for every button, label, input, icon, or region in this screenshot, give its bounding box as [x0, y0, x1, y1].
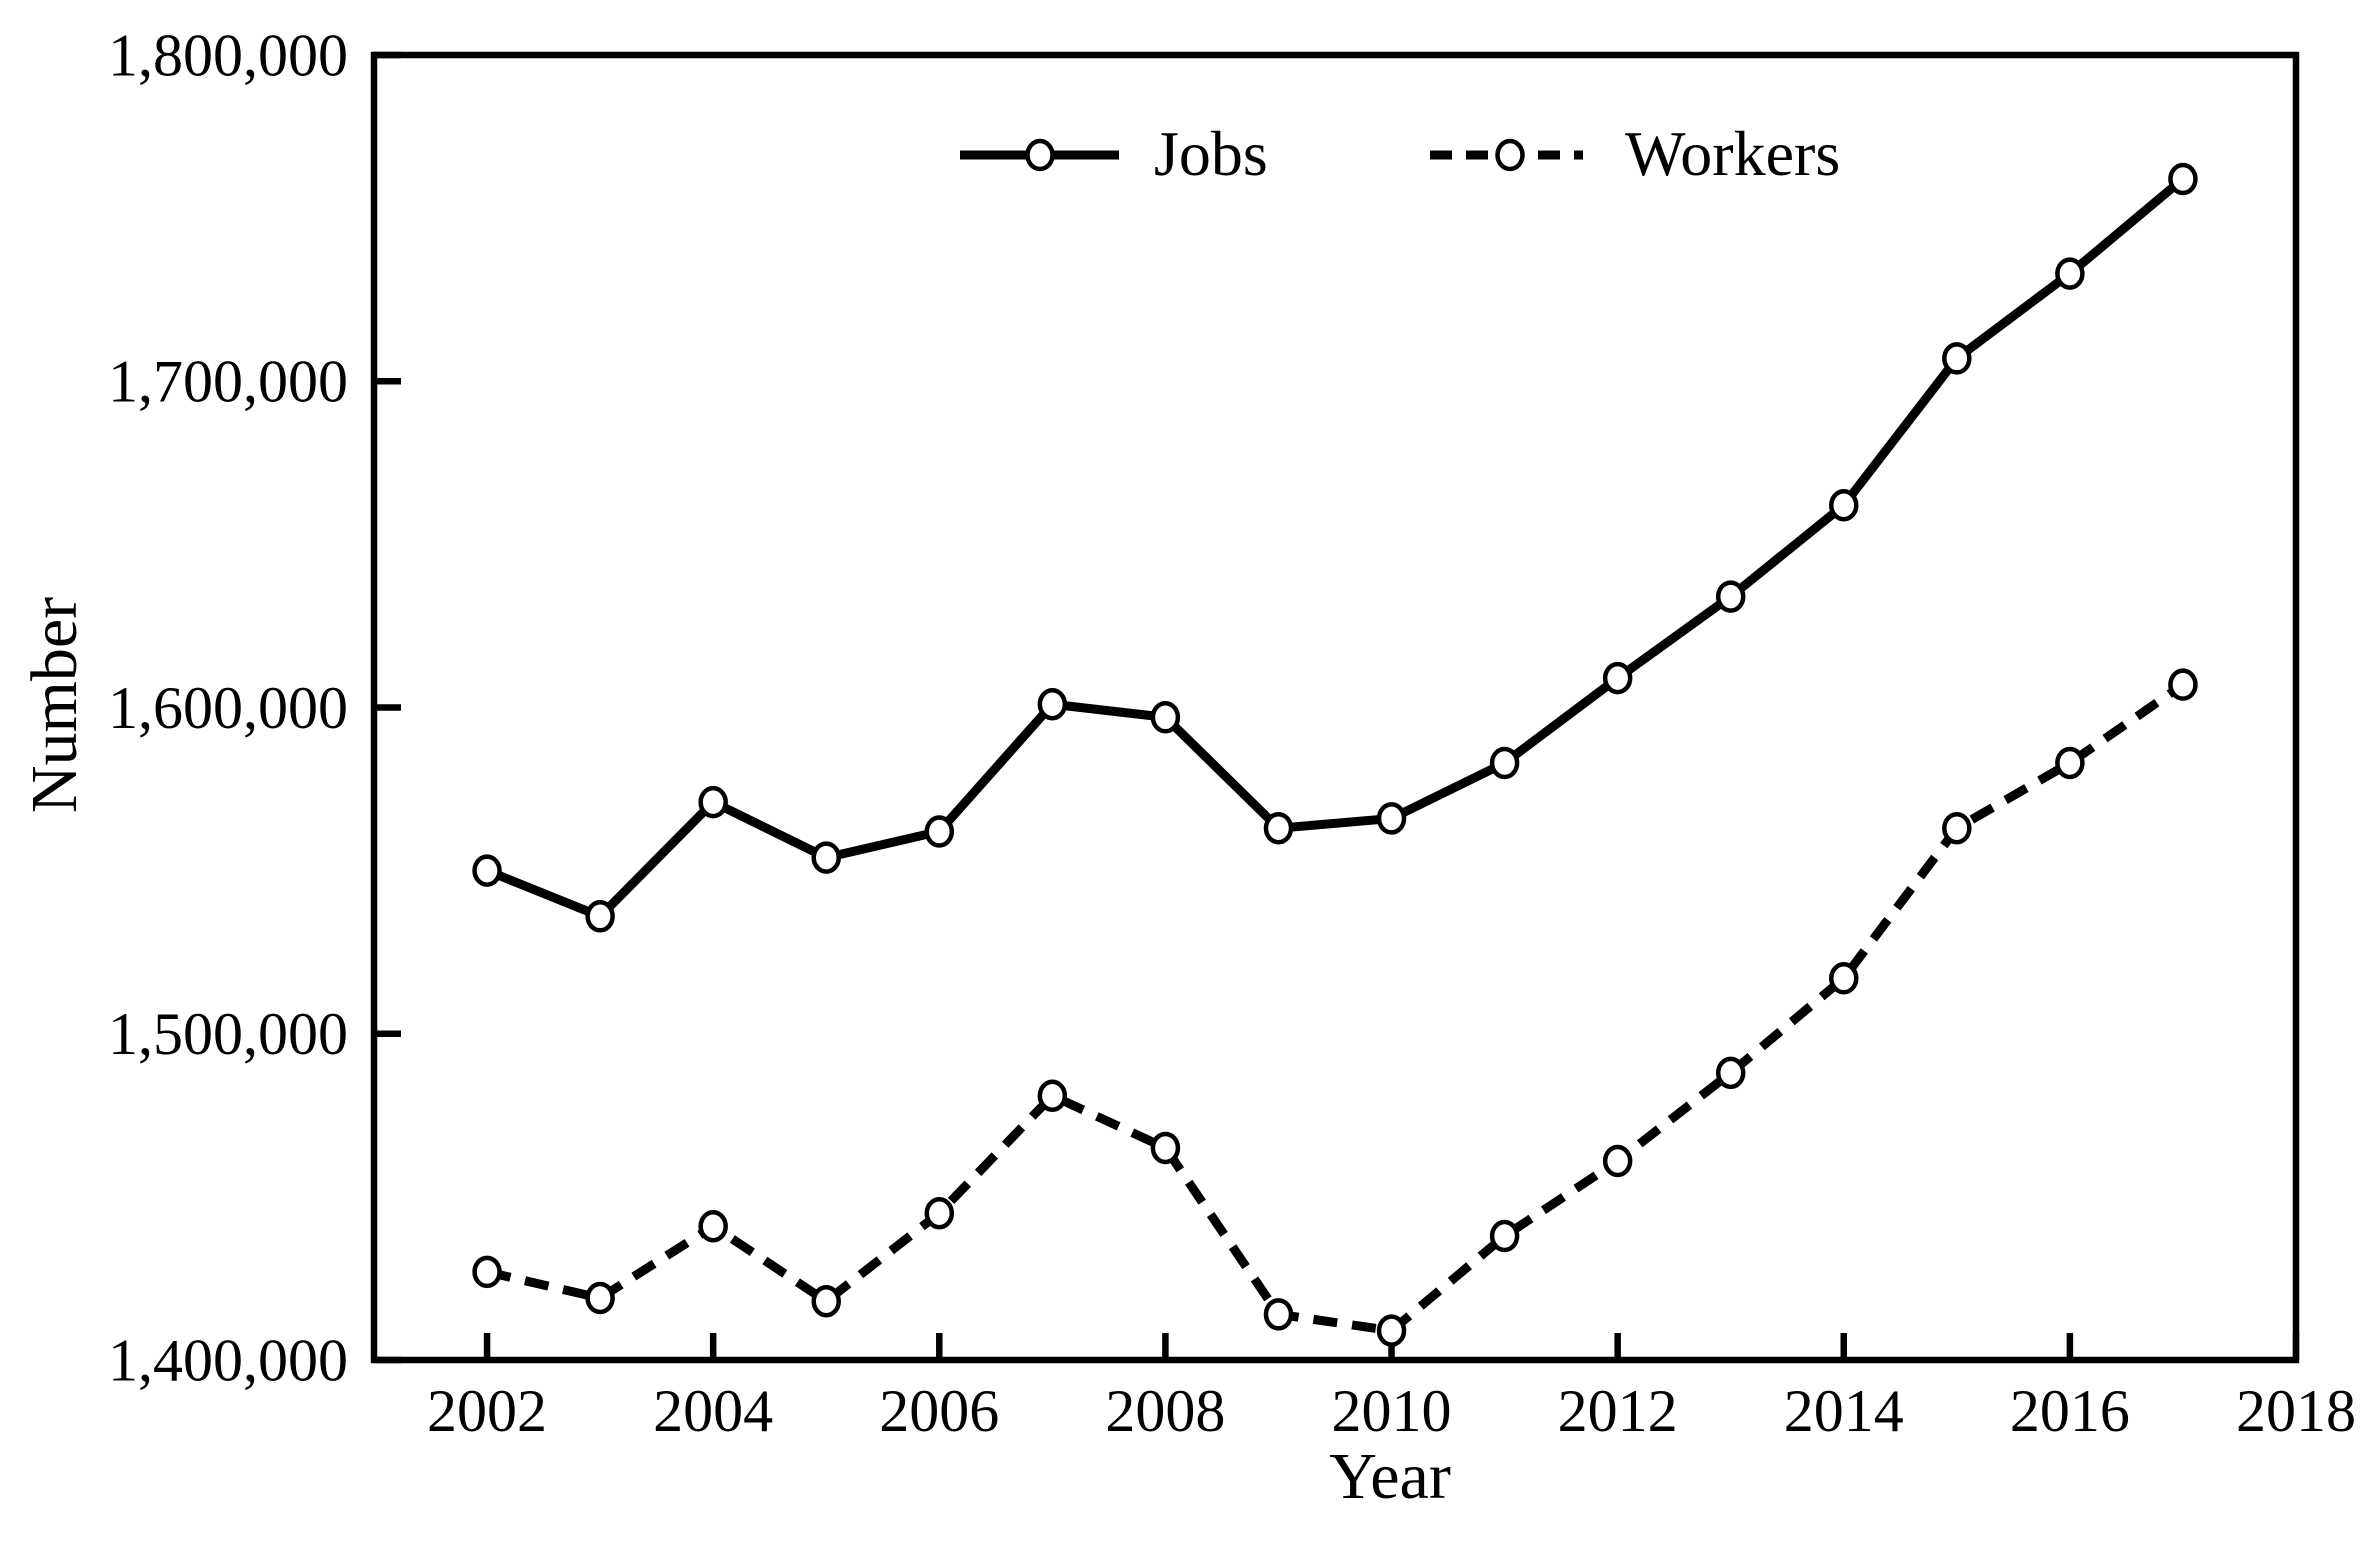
workers-marker — [811, 1285, 841, 1318]
workers-marker — [698, 1209, 728, 1243]
jobs-marker — [698, 785, 728, 819]
workers-marker — [1489, 1219, 1520, 1253]
jobs-marker — [1715, 580, 1746, 613]
workers-marker — [2055, 746, 2085, 780]
x-tick-label: 2002 — [427, 1378, 547, 1444]
workers-marker — [2168, 668, 2198, 701]
jobs-marker — [585, 900, 615, 933]
workers-marker — [1715, 1056, 1746, 1090]
legend-label-workers: Workers — [1625, 118, 1841, 189]
jobs-marker — [1489, 746, 1520, 780]
workers-marker — [472, 1255, 502, 1289]
jobs-marker — [1942, 342, 1972, 375]
jobs-marker — [1263, 811, 1294, 845]
jobs-marker — [2055, 257, 2085, 290]
legend-jobs-marker — [1025, 138, 1055, 172]
y-tick-label: 1,800,000 — [108, 22, 348, 88]
jobs-line — [485, 175, 2186, 922]
workers-marker — [1376, 1314, 1407, 1347]
jobs-marker — [1376, 802, 1407, 835]
workers-marker — [585, 1281, 615, 1315]
x-tick-label: 2016 — [2010, 1378, 2130, 1444]
x-tick-label: 2012 — [1558, 1378, 1678, 1444]
plot-frame — [370, 51, 2300, 1364]
x-axis-title: Year — [1329, 1440, 1451, 1513]
jobs-marker — [1829, 488, 1859, 522]
jobs-marker — [2168, 162, 2198, 196]
workers-marker — [1037, 1079, 1068, 1112]
x-tick-label: 2006 — [879, 1378, 999, 1444]
workers-marker — [1942, 811, 1972, 845]
x-tick-label: 2004 — [653, 1378, 773, 1444]
x-tick-label: 2014 — [1784, 1378, 1904, 1444]
workers-marker — [1829, 962, 1859, 995]
x-tick-label: 2018 — [2236, 1378, 2356, 1444]
jobs-marker — [1602, 661, 1633, 695]
y-tick-label: 1,600,000 — [108, 675, 348, 741]
workers-marker — [1263, 1298, 1294, 1331]
workers-marker — [924, 1196, 955, 1230]
x-tick-label: 2010 — [1332, 1378, 1452, 1444]
workers-marker — [1602, 1144, 1633, 1178]
y-tick-label: 1,400,000 — [108, 1327, 348, 1393]
jobs-marker — [472, 854, 502, 887]
legend-label-jobs: Jobs — [1154, 118, 1268, 189]
workers-marker — [1150, 1131, 1181, 1165]
x-tick-label: 2008 — [1105, 1378, 1225, 1444]
workers-line — [486, 680, 2186, 1336]
jobs-marker — [811, 841, 841, 874]
jobs-marker — [1037, 687, 1068, 721]
y-tick-label: 1,700,000 — [108, 349, 348, 415]
legend-workers-marker — [1495, 138, 1525, 172]
jobs-marker — [1150, 701, 1181, 734]
y-tick-label: 1,500,000 — [108, 1001, 348, 1067]
y-axis-title: Number — [18, 596, 91, 814]
jobs-marker — [924, 815, 955, 848]
